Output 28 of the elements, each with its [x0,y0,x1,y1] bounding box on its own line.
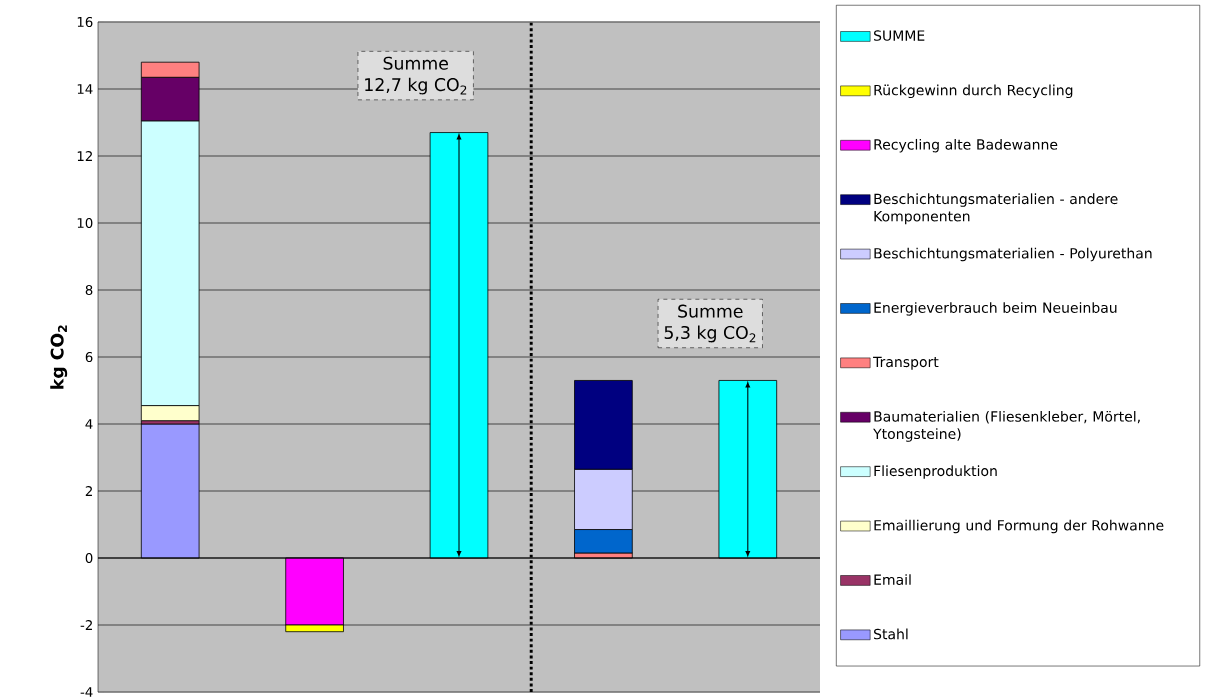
legend-label: Beschichtungsmaterialien - andere Komponenten [874,193,1118,225]
y-tick-label: 12 [77,151,92,161]
legend-label: Transport [873,356,939,370]
legend-label: Energieverbrauch beim Neueinbau [874,302,1117,316]
legend-label: Recycling alte Badewanne [874,138,1058,153]
y-tick-label: 0 [85,552,93,564]
legend-label: Fliesenproduktion [874,465,997,479]
y-tick-label: 4 [85,419,93,429]
legend-label: Beschichtungsmaterialien - Polyurethan [874,247,1152,262]
annotation: 5,3 kg CO$_{2}$ [664,325,756,343]
legend-label: Emaillierung und Formung der Rohwanne [874,519,1164,534]
y-tick-label: 16 [77,16,93,28]
y-tick-label: -4 [80,687,93,697]
annotation: Summe [383,56,448,70]
legend-label: Email [874,574,911,585]
legend-label: Rückgewinn durch Recycling [874,84,1073,99]
y-tick-label: -2 [80,620,92,630]
legend-label: SUMME [874,30,925,41]
annotation: Summe [678,304,743,318]
annotation: 12,7 kg CO$_{2}$ [365,77,467,95]
legend-label: Baumaterialien (Fliesenkleber, Mörtel, Ytongsteine) [873,410,1140,442]
y-axis-title: kg CO$_{2}$ [50,325,68,389]
y-tick-label: 2 [85,486,92,496]
y-tick-label: 8 [85,284,93,296]
y-tick-label: 10 [77,217,93,229]
legend-label: Stahl [874,628,908,640]
y-tick-label: 6 [85,351,93,363]
y-tick-label: 14 [77,84,93,94]
